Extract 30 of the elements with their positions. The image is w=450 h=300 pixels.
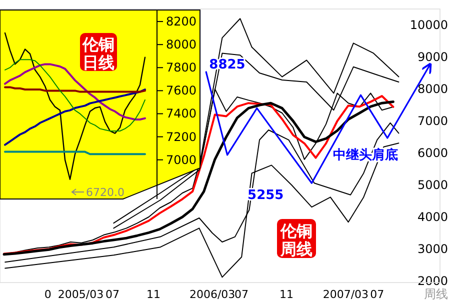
y-tick-label: 8000	[417, 82, 448, 96]
x-tick-label: 07	[106, 288, 120, 300]
x-tick-label: 0	[44, 288, 52, 300]
y-tick-label: 2000	[417, 274, 448, 288]
y-tick-label: 6000	[417, 146, 448, 160]
y-tick-label: 10000	[410, 18, 448, 32]
text: 周线	[424, 287, 448, 300]
x-tick-label: 07	[234, 288, 249, 300]
y-tick-label: 5000	[417, 178, 448, 192]
text: 伦铜	[280, 222, 312, 240]
y-tick-label: 8200	[166, 14, 197, 29]
x-axis-title: 周线	[280, 240, 312, 258]
y-tick-label: 7000	[417, 114, 448, 128]
y-tick-label: 7400	[166, 106, 197, 121]
y-tick-label: 4000	[417, 210, 448, 224]
y-tick-label: 7200	[166, 130, 197, 144]
x-tick-label: 11	[146, 288, 160, 300]
annotation: 伦铜日线	[82, 35, 114, 72]
y-tick-label: 8000	[166, 38, 197, 52]
x-tick-label: 2005/03	[58, 288, 104, 300]
y-tick-label: 7800	[166, 60, 197, 75]
y-tick-label: 7600	[166, 84, 197, 98]
x-tick-label: 2007/03	[322, 288, 369, 300]
annotation: 6720.0	[86, 186, 124, 199]
y-tick-label: 9000	[417, 50, 448, 64]
y-tick-label: 7000	[166, 152, 197, 167]
x-tick-label: 11	[280, 288, 294, 300]
y-tick-label: 3000	[417, 242, 448, 256]
x-tick-label: 2006/03	[189, 288, 236, 300]
x-tick-label: 07	[370, 288, 384, 300]
